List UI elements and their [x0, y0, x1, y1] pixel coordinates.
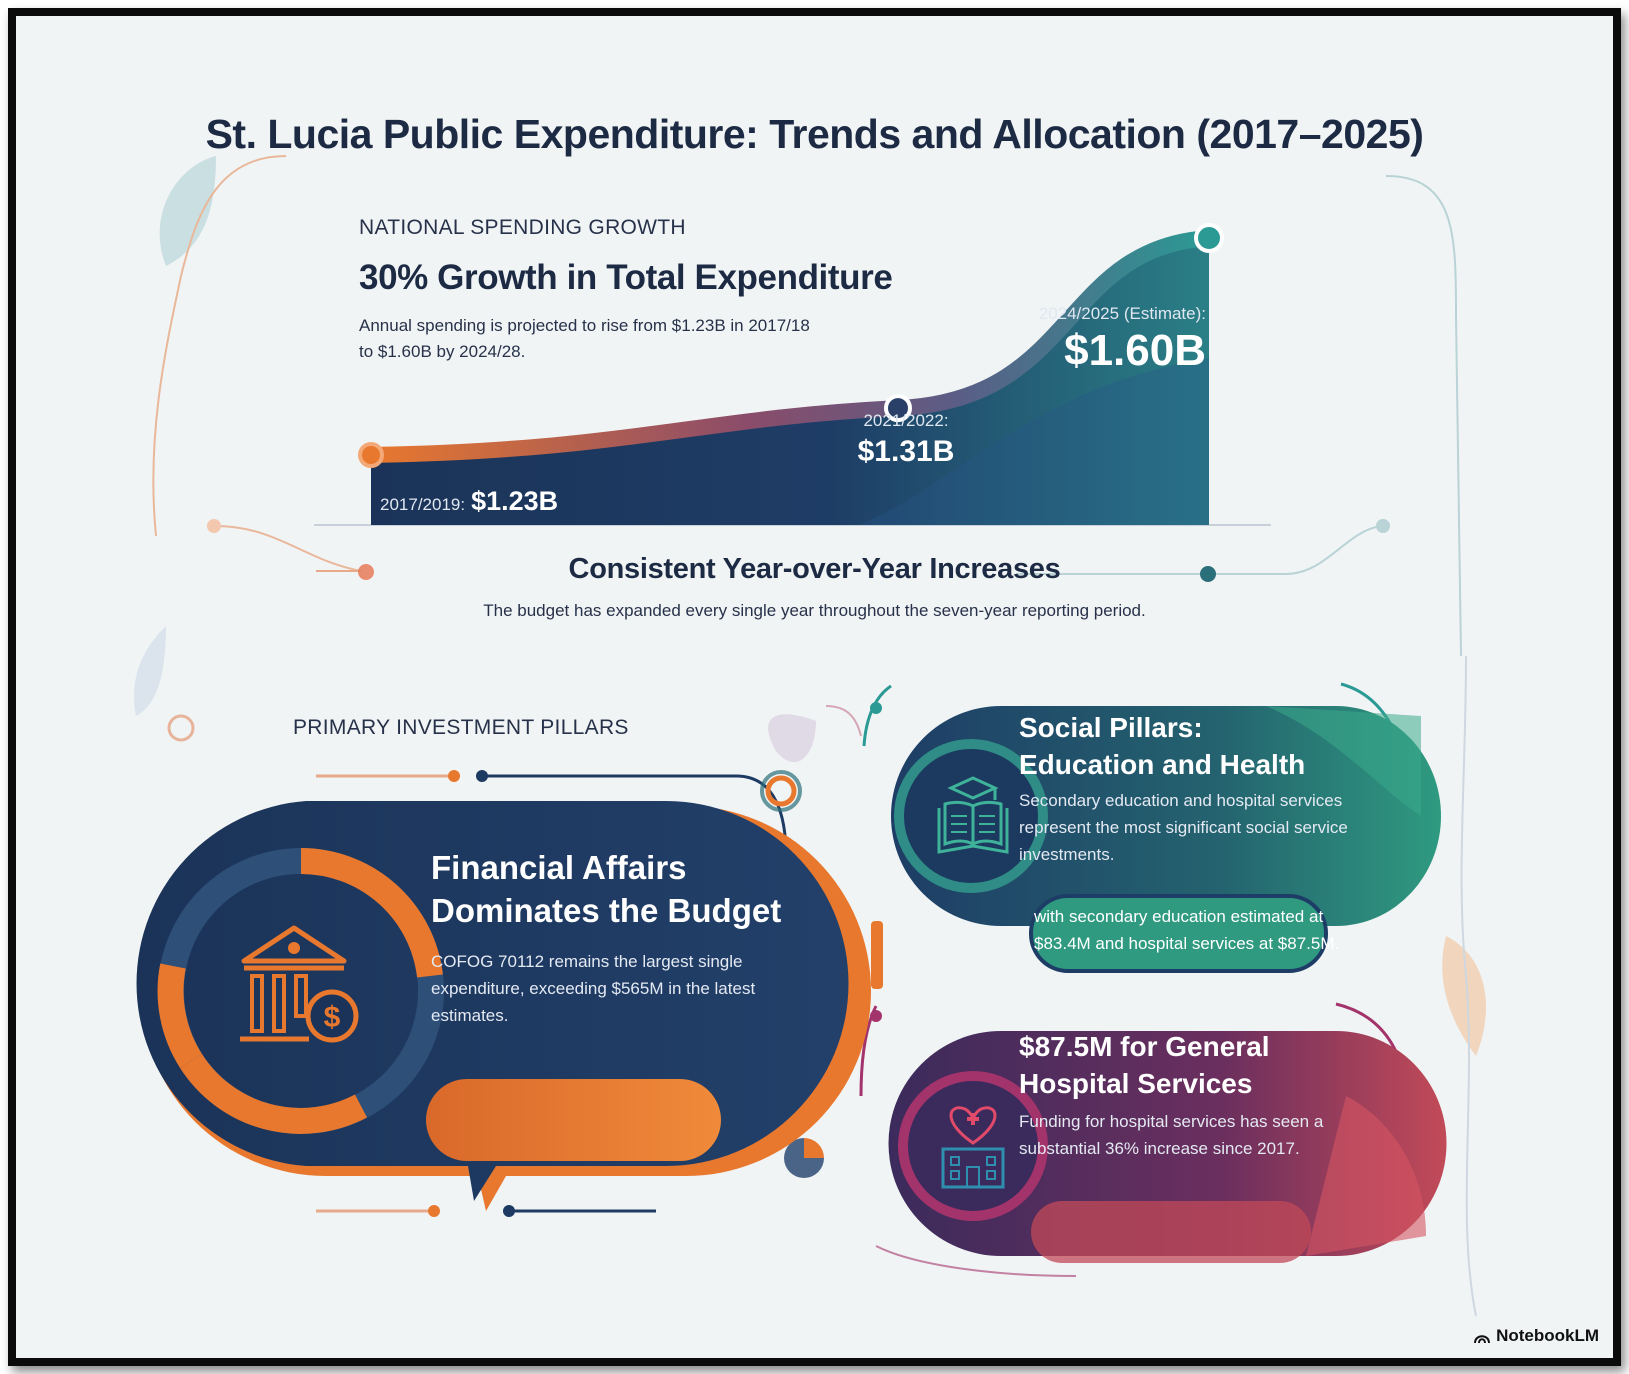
- hospital-card-text: Funding for hospital services has seen a…: [1019, 1108, 1323, 1162]
- background-decoration: [133, 155, 1486, 1317]
- infographic-frame: St. Lucia Public Expenditure: Trends and…: [8, 8, 1621, 1366]
- chart-point-marker: [358, 442, 384, 468]
- social-card-title-line: Education and Health: [1019, 749, 1306, 780]
- social-card-title-line: Social Pillars:: [1019, 712, 1203, 743]
- svg-text:$: $: [324, 1001, 341, 1034]
- chart-point-marker: [884, 394, 912, 423]
- chart-point-label-2021: 2021/2022: $1.31B: [846, 411, 966, 469]
- chart-point-value: $1.31B: [857, 435, 955, 468]
- growth-description-line: Annual spending is projected to rise fro…: [359, 316, 810, 335]
- financial-card-text-line: expenditure, exceeding $565M in the late…: [431, 979, 756, 998]
- chart-point-label-2024: 2024/2025 (Estimate): $1.60B: [1036, 304, 1206, 376]
- growth-description-line: to $1.60B by 2024/28.: [359, 342, 526, 361]
- chart-point-year: 2024/2025 (Estimate):: [1038, 304, 1206, 323]
- chart-point-year: 2021/2022:: [863, 411, 949, 430]
- pillars-kicker: PRIMARY INVESTMENT PILLARS: [293, 716, 629, 739]
- graduation-book-icon: [931, 774, 1015, 858]
- chart-point-value: $1.23B: [471, 486, 559, 516]
- financial-card-text-line: estimates.: [431, 1006, 509, 1025]
- financial-card-text: COFOG 70112 remains the largest single e…: [431, 948, 755, 1029]
- financial-card-title-line: Dominates the Budget: [431, 892, 782, 929]
- chart-point-year: 2017/2019:: [380, 495, 466, 514]
- chart-point-marker: [1194, 223, 1224, 253]
- social-card-text-line: investments.: [1019, 845, 1115, 864]
- growth-headline: 30% Growth in Total Expenditure: [359, 258, 893, 297]
- financial-card-text-line: COFOG 70112 remains the largest single: [431, 952, 743, 971]
- growth-kicker: NATIONAL SPENDING GROWTH: [359, 216, 686, 239]
- hospital-card-title: $87.5M for General Hospital Services: [1019, 1028, 1270, 1102]
- page-title: St. Lucia Public Expenditure: Trends and…: [205, 111, 1424, 157]
- growth-description: Annual spending is projected to rise fro…: [359, 313, 810, 365]
- social-card-text-line: represent the most significant social se…: [1019, 818, 1348, 837]
- financial-card-title-line: Financial Affairs: [431, 849, 687, 886]
- social-card-pill-line: with secondary education estimated at: [1034, 907, 1324, 926]
- chart-point-value: $1.60B: [1064, 326, 1206, 375]
- social-card-title: Social Pillars: Education and Health: [1019, 709, 1305, 783]
- social-card-text: Secondary education and hospital service…: [1019, 787, 1348, 868]
- brand-name: NotebookLM: [1496, 1326, 1599, 1345]
- increases-heading: Consistent Year-over-Year Increases: [568, 553, 1061, 585]
- heart-hospital-icon: [931, 1103, 1015, 1191]
- bank-dollar-icon: $: [234, 916, 374, 1056]
- social-card-pill: with secondary education estimated at $8…: [1016, 891, 1355, 957]
- hospital-card-title-line: Hospital Services: [1019, 1068, 1253, 1099]
- brand-badge: NotebookLM: [1473, 1326, 1599, 1346]
- chart-area: [371, 238, 1209, 525]
- social-card-text-line: Secondary education and hospital service…: [1019, 791, 1343, 810]
- hospital-card-title-line: $87.5M for General: [1019, 1031, 1270, 1062]
- financial-card-title: Financial Affairs Dominates the Budget: [431, 846, 781, 932]
- social-card-pill-line: $83.4M and hospital services at $87.5M.: [1034, 934, 1340, 953]
- increases-text: The budget has expanded every single yea…: [483, 601, 1146, 620]
- chart-area-shade: [858, 358, 1209, 525]
- hospital-card-text-line: Funding for hospital services has seen a: [1019, 1112, 1324, 1131]
- chart-point-label-2017: 2017/2019: $1.23B: [380, 486, 558, 517]
- notebooklm-logo-icon: [1474, 1335, 1491, 1344]
- hospital-card-text-line: substantial 36% increase since 2017.: [1019, 1139, 1300, 1158]
